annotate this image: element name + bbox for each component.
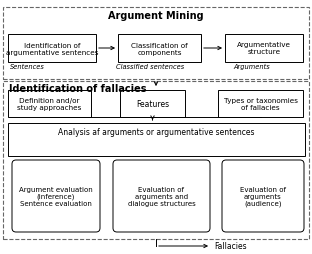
Text: Argument Mining: Argument Mining [108,11,204,21]
Text: Classification of
components: Classification of components [131,42,188,55]
Text: Evaluation of
arguments
(audience): Evaluation of arguments (audience) [240,186,286,207]
Text: Arguments: Arguments [233,64,270,70]
Text: Evaluation of
arguments and
dialogue structures: Evaluation of arguments and dialogue str… [128,186,195,206]
Text: Definition and/or
study approaches: Definition and/or study approaches [17,98,82,110]
Text: Argumentative
structure: Argumentative structure [237,42,291,55]
Bar [8,123,305,156]
Text: Analysis af arguments or argumentative sentences: Analysis af arguments or argumentative s… [58,128,255,136]
Text: Classified sentences: Classified sentences [116,64,184,70]
Text: Argument evaluation
(inference)
Sentence evaluation: Argument evaluation (inference) Sentence… [19,186,93,207]
Bar [3,8,309,80]
Bar [8,35,96,63]
FancyBboxPatch shape [12,160,100,232]
Bar [118,35,201,63]
Text: Types or taxonomies
of fallacies: Types or taxonomies of fallacies [223,98,298,110]
Text: Sentences: Sentences [10,64,45,70]
Bar [225,35,303,63]
Text: Features: Features [136,100,169,108]
Text: Identification of fallacies: Identification of fallacies [9,84,147,94]
Bar [218,91,303,118]
Text: Identification of
argumentative sentences: Identification of argumentative sentence… [6,42,98,55]
FancyBboxPatch shape [222,160,304,232]
Bar [8,91,91,118]
Bar [3,82,309,239]
FancyBboxPatch shape [113,160,210,232]
Bar [120,91,185,118]
Text: Fallacies: Fallacies [214,242,246,250]
